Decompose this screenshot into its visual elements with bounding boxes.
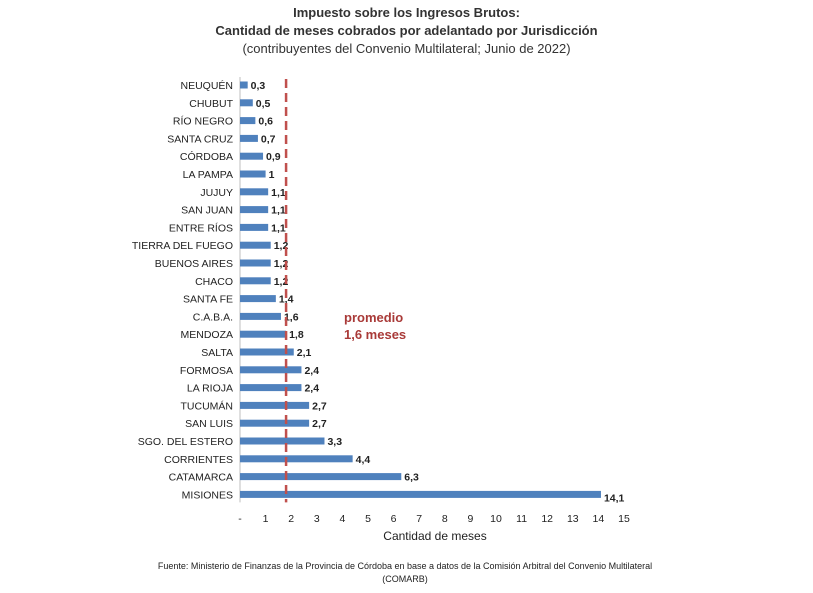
source-note: Fuente: Ministerio de Finanzas de la Pro… [80, 560, 730, 586]
bar-chaco [240, 277, 271, 285]
bar-neuqu-n [240, 81, 248, 89]
average-label-1: promedio [344, 310, 403, 325]
value-label: 0,9 [266, 151, 281, 163]
value-label: 1,4 [279, 294, 294, 306]
chart-subtitle: Cantidad de meses cobrados por adelantad… [215, 23, 598, 38]
category-label: TUCUMÁN [181, 399, 234, 412]
bar-salta [240, 348, 294, 356]
value-label: 14,1 [604, 492, 625, 504]
x-tick-label: 1 [263, 513, 269, 525]
x-tick-label: 10 [490, 513, 502, 525]
bar-la-rioja [240, 384, 302, 392]
bar-entre-r-os [240, 223, 269, 231]
category-label: SAN LUIS [185, 418, 233, 430]
bar-sgo-del-estero [240, 437, 325, 445]
category-label: LA PAMPA [183, 169, 233, 181]
bar-c-a-b-a- [240, 312, 281, 320]
value-label: 6,3 [404, 472, 419, 484]
category-label: FORMOSA [180, 365, 233, 377]
value-label: 2,4 [304, 383, 319, 395]
x-tick-label: 15 [618, 513, 630, 525]
category-label: SGO. DEL ESTERO [138, 436, 233, 448]
x-tick-label: 13 [567, 513, 579, 525]
value-label: 4,4 [356, 454, 371, 466]
category-label: MISIONES [182, 489, 233, 501]
x-tick-label: 9 [467, 513, 473, 525]
bar-corrientes [240, 455, 353, 463]
x-tick-label: 14 [593, 513, 605, 525]
category-label: MENDOZA [181, 329, 234, 341]
bar-mendoza [240, 330, 287, 338]
category-label: SAN JUAN [181, 205, 233, 217]
bar-c-rdoba [240, 152, 264, 160]
bar-san-juan [240, 206, 269, 214]
bar-misiones [240, 490, 601, 498]
source-line-2: (COMARB) [382, 574, 428, 584]
category-label: CHUBUT [189, 98, 233, 110]
value-label: 1,2 [274, 276, 289, 288]
value-label: 1,6 [284, 311, 299, 323]
chart-title-block: Impuesto sobre los Ingresos Brutos: Cant… [0, 4, 813, 58]
x-tick-label: 4 [339, 513, 345, 525]
category-label: C.A.B.A. [193, 311, 233, 323]
category-label: SANTA FE [183, 294, 233, 306]
category-label: LA RIOJA [187, 383, 233, 395]
category-label: SALTA [201, 347, 233, 359]
bar-la-pampa [240, 170, 266, 178]
value-label: 1,1 [271, 205, 286, 217]
bar-tucum-n [240, 401, 310, 409]
bar-chubut [240, 99, 253, 107]
value-label: 1,8 [289, 329, 304, 341]
category-label: ENTRE RÍOS [169, 221, 233, 234]
value-label: 1 [269, 169, 275, 181]
bar-catamarca [240, 473, 402, 481]
x-tick-label: 5 [365, 513, 371, 525]
bar-tierra-del-fuego [240, 241, 271, 249]
category-label: BUENOS AIRES [155, 258, 233, 270]
value-label: 1,1 [271, 187, 286, 199]
category-label: NEUQUÉN [180, 79, 233, 92]
value-label: 0,7 [261, 133, 276, 145]
x-tick-label: 2 [288, 513, 294, 525]
value-label: 1,2 [274, 258, 289, 270]
value-label: 2,7 [312, 400, 327, 412]
bar-santa-fe [240, 295, 276, 303]
value-label: 1,1 [271, 222, 286, 234]
x-tick-label: 11 [516, 513, 527, 525]
value-label: 0,6 [258, 116, 273, 128]
category-label: TIERRA DEL FUEGO [132, 240, 233, 252]
x-tick-label: 12 [541, 513, 553, 525]
x-tick-label: - [238, 513, 242, 525]
chart-title: Impuesto sobre los Ingresos Brutos: [293, 5, 520, 20]
x-tick-label: 6 [391, 513, 397, 525]
bar-san-luis [240, 419, 310, 427]
value-label: 2,1 [297, 347, 312, 359]
value-label: 0,3 [251, 80, 266, 92]
x-tick-label: 8 [442, 513, 448, 525]
category-label: CHACO [195, 276, 233, 288]
bar-santa-cruz [240, 134, 258, 142]
category-label: CÓRDOBA [180, 150, 233, 163]
x-tick-label: 3 [314, 513, 320, 525]
bar-buenos-aires [240, 259, 271, 267]
x-axis-label: Cantidad de meses [383, 529, 486, 543]
bar-jujuy [240, 188, 269, 196]
source-line-1: Fuente: Ministerio de Finanzas de la Pro… [157, 561, 653, 571]
value-label: 1,2 [274, 240, 289, 252]
chart-subtitle-detail: (contribuyentes del Convenio Multilatera… [242, 41, 571, 56]
x-tick-label: 7 [416, 513, 422, 525]
category-label: CATAMARCA [169, 472, 233, 484]
average-label-2: 1,6 meses [344, 327, 406, 342]
value-label: 3,3 [327, 436, 342, 448]
category-label: RÍO NEGRO [173, 115, 233, 128]
category-label: JUJUY [200, 187, 233, 199]
value-label: 2,7 [312, 418, 327, 430]
value-label: 0,5 [256, 98, 271, 110]
value-label: 2,4 [304, 365, 319, 377]
bar-r-o-negro [240, 117, 256, 125]
category-label: SANTA CRUZ [167, 133, 233, 145]
bar-formosa [240, 366, 302, 374]
category-label: CORRIENTES [164, 454, 233, 466]
